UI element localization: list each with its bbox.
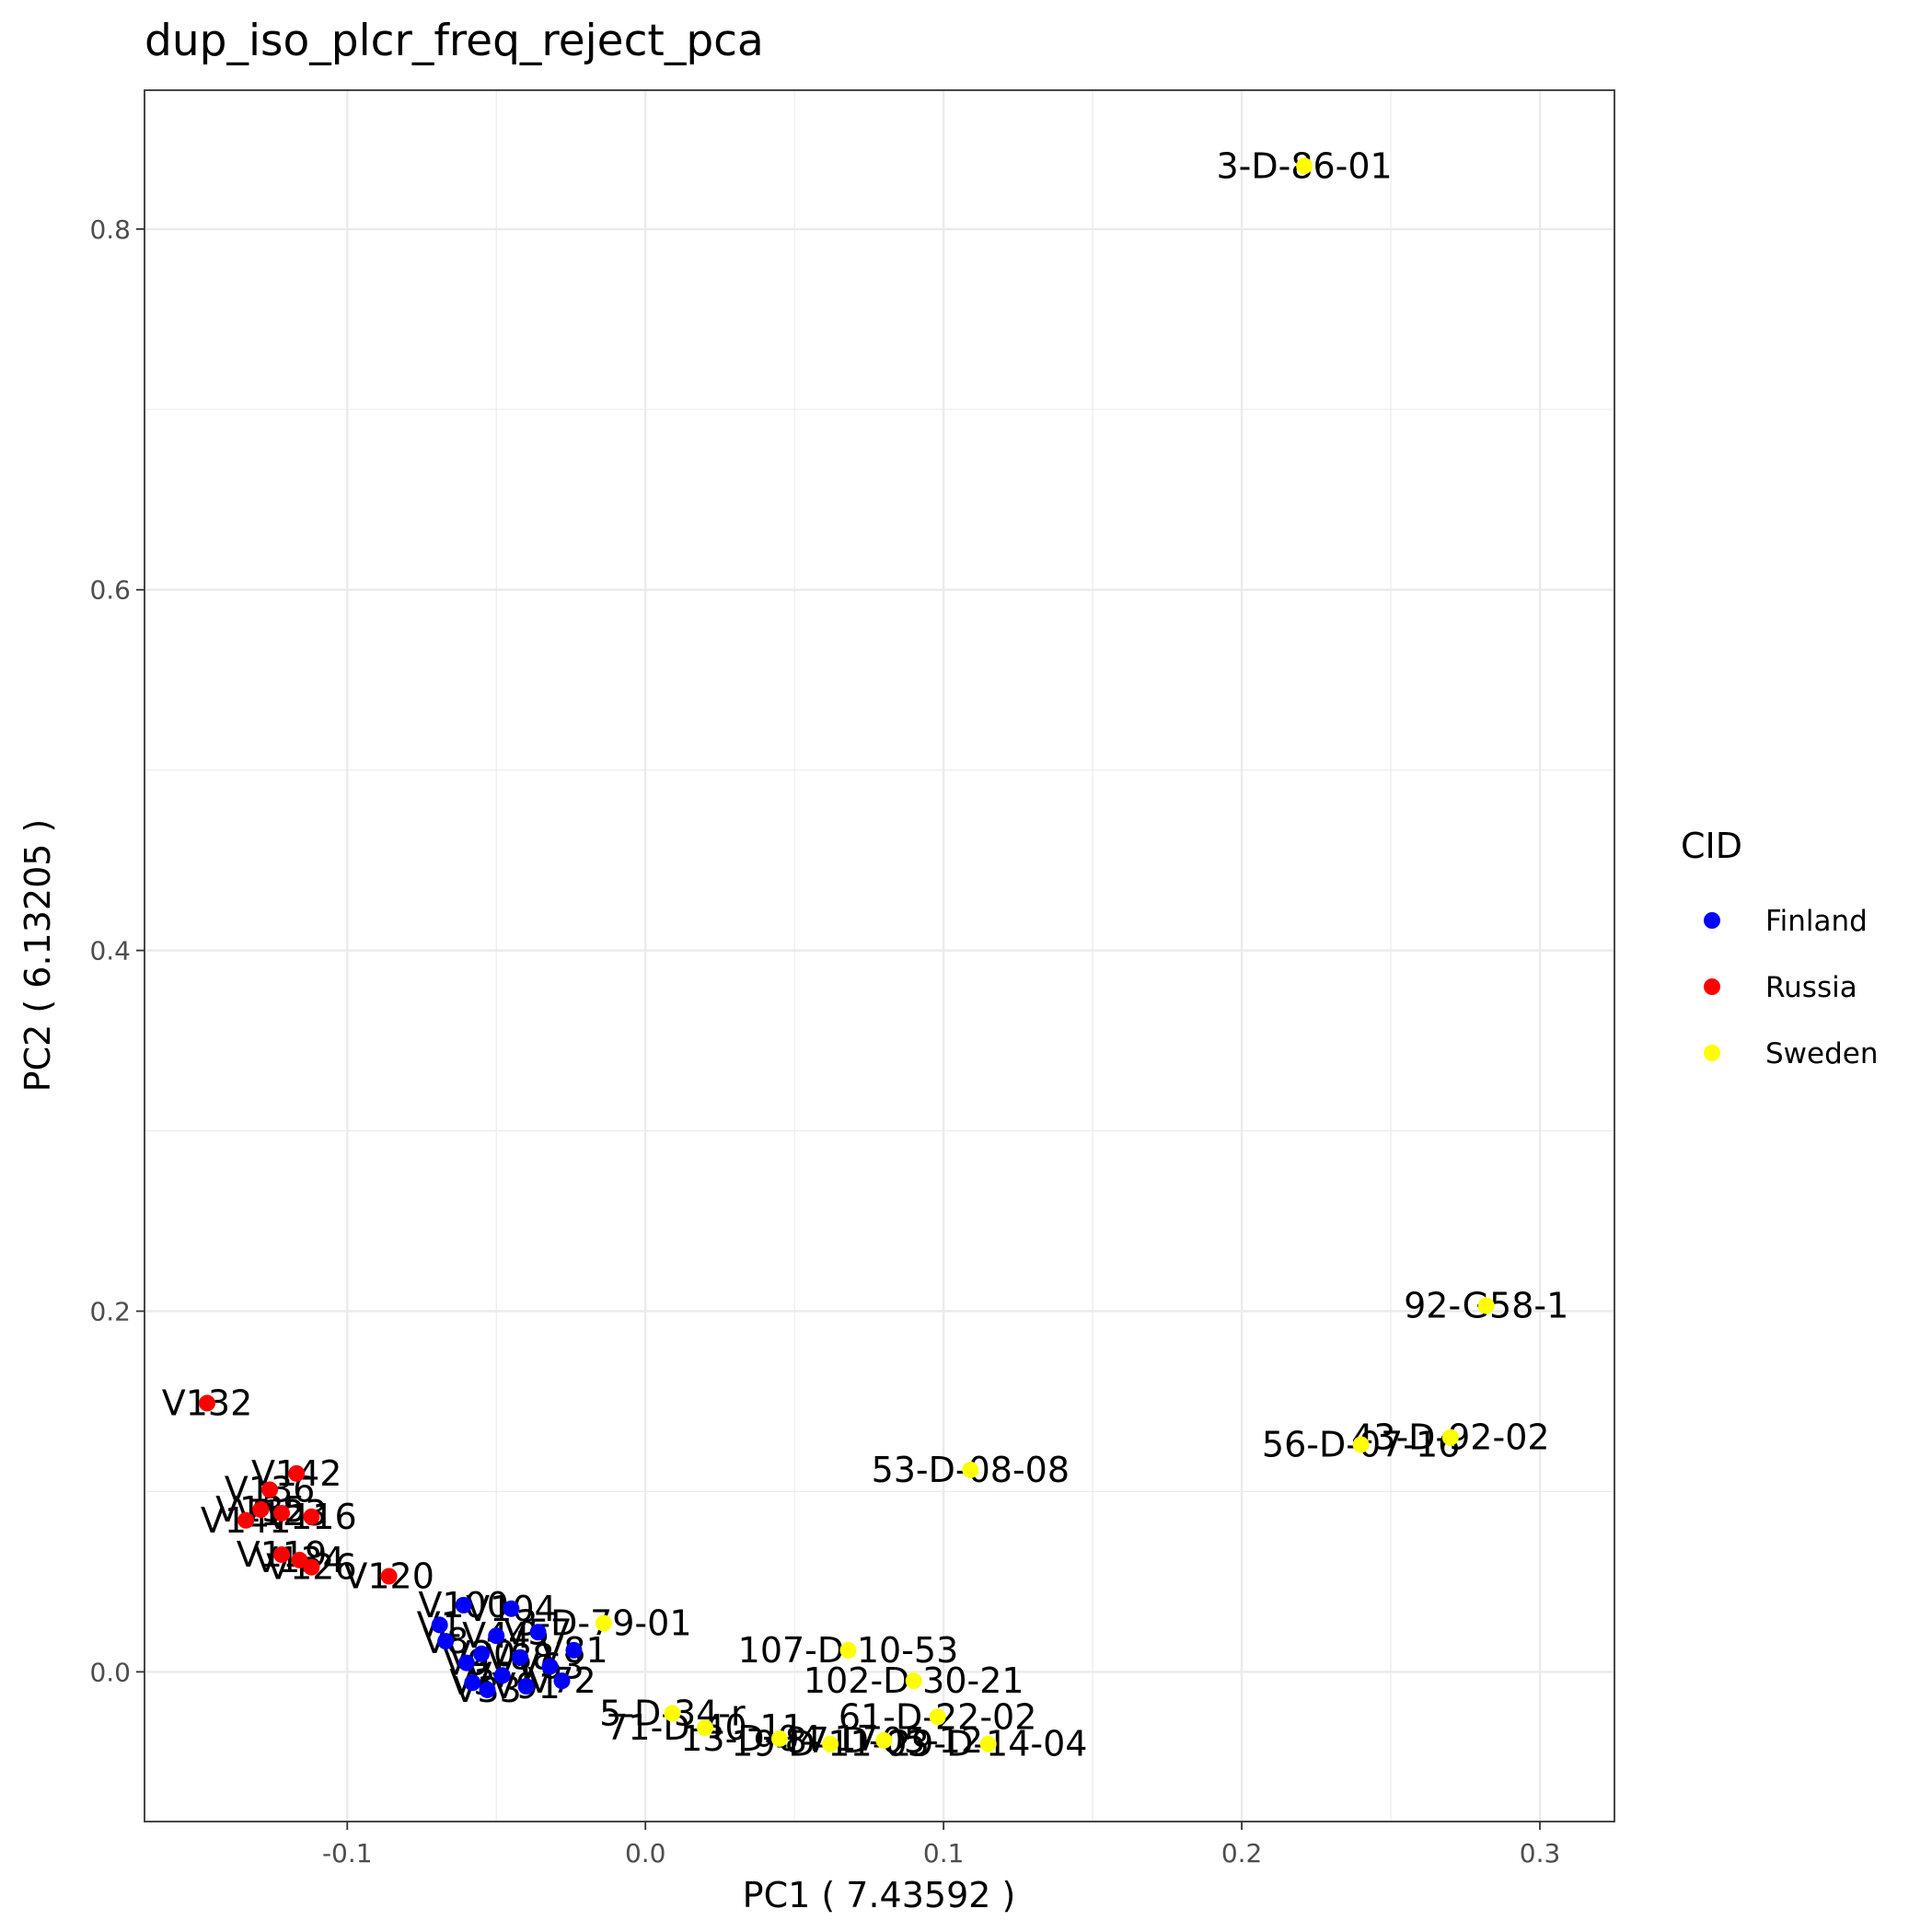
chart-title: dup_iso_plcr_freq_reject_pca — [145, 16, 764, 66]
legend-key — [1704, 978, 1720, 995]
data-point — [1477, 1297, 1495, 1314]
data-point — [437, 1633, 455, 1650]
data-point — [595, 1614, 612, 1632]
plot-panel — [145, 90, 1614, 1822]
y-tick-label: 0.4 — [89, 936, 131, 966]
data-point — [503, 1600, 520, 1617]
data-point — [455, 1596, 472, 1614]
data-point — [261, 1481, 279, 1498]
data-point — [273, 1504, 291, 1521]
x-tick-label: -0.1 — [322, 1838, 373, 1868]
data-point — [512, 1649, 529, 1666]
data-points — [199, 157, 1495, 1753]
data-point — [962, 1461, 979, 1478]
data-point — [529, 1624, 547, 1641]
data-point — [1441, 1429, 1459, 1446]
y-axis-title: PC2 ( 6.13205 ) — [17, 819, 58, 1093]
y-tick-label: 0.8 — [89, 214, 131, 245]
data-point — [822, 1735, 839, 1753]
data-point — [839, 1641, 857, 1659]
data-point — [457, 1654, 475, 1672]
data-point — [303, 1508, 320, 1525]
major-gridlines — [145, 90, 1614, 1822]
data-point — [905, 1672, 922, 1690]
data-point — [1296, 157, 1313, 175]
data-point — [252, 1501, 270, 1519]
minor-gridlines — [145, 90, 1614, 1822]
data-point — [541, 1658, 559, 1675]
data-point — [488, 1627, 505, 1645]
data-point — [479, 1681, 496, 1698]
y-tick-label: 0.6 — [89, 575, 131, 606]
data-point — [664, 1705, 681, 1722]
data-point — [696, 1719, 713, 1737]
data-point — [288, 1464, 306, 1482]
legend-key — [1704, 1045, 1720, 1061]
data-point — [565, 1641, 583, 1659]
data-point — [303, 1558, 320, 1576]
data-point — [875, 1731, 893, 1749]
data-point — [199, 1394, 216, 1412]
data-point — [273, 1546, 291, 1564]
x-tick-label: 0.1 — [923, 1838, 965, 1868]
plot-panel-border — [144, 89, 1615, 1822]
x-tick-label: 0.3 — [1520, 1838, 1561, 1868]
data-point — [237, 1511, 255, 1529]
data-point — [979, 1735, 997, 1753]
x-tick-label: 0.2 — [1221, 1838, 1263, 1868]
x-tick-label: 0.0 — [625, 1838, 666, 1868]
axis-ticks: -0.1 0.0 0.1 0.2 0.3 0.0 0.2 0.4 0.6 0.8 — [89, 214, 1560, 1868]
legend-label: Finland — [1765, 905, 1868, 938]
data-point — [517, 1678, 535, 1695]
y-tick-label: 0.2 — [89, 1296, 131, 1326]
data-point — [770, 1730, 788, 1747]
legend-label: Russia — [1765, 971, 1857, 1004]
data-point — [929, 1708, 946, 1726]
data-point — [431, 1616, 448, 1634]
data-point — [493, 1667, 511, 1684]
legend-title: CID — [1681, 826, 1742, 866]
data-point — [553, 1672, 571, 1690]
data-point — [473, 1645, 491, 1662]
data-point — [380, 1568, 398, 1585]
data-point — [1352, 1436, 1370, 1453]
legend: CID Finland Russia Sweden — [1681, 826, 1879, 1070]
y-tick-label: 0.0 — [89, 1657, 131, 1687]
data-point — [291, 1551, 308, 1568]
x-axis-title: PC1 ( 7.43592 ) — [743, 1875, 1016, 1915]
legend-key — [1704, 912, 1720, 929]
data-point — [464, 1674, 481, 1692]
legend-label: Sweden — [1765, 1037, 1879, 1070]
